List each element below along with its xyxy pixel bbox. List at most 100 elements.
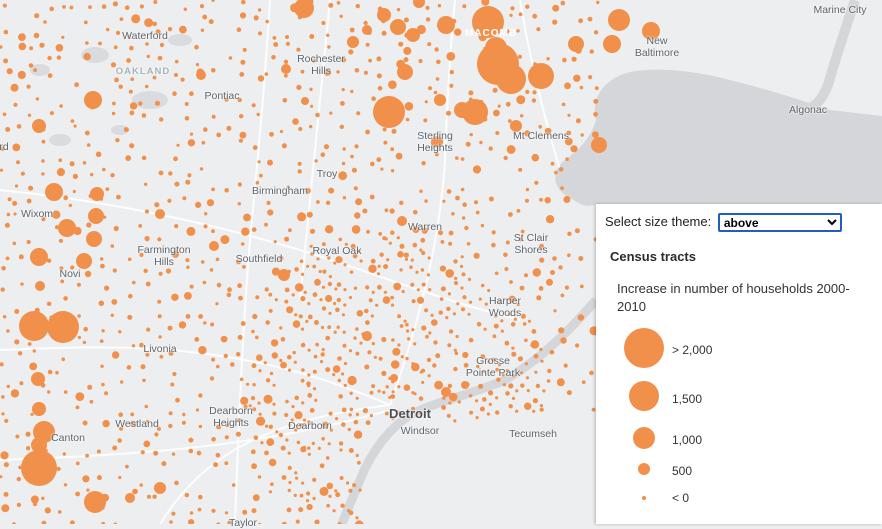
tract-symbol[interactable] (410, 282, 415, 287)
tract-symbol[interactable] (0, 287, 5, 292)
tract-symbol[interactable] (426, 357, 432, 363)
tract-symbol[interactable] (294, 471, 298, 475)
tract-symbol[interactable] (382, 236, 387, 241)
tract-symbol[interactable] (462, 4, 467, 9)
tract-symbol[interactable] (129, 143, 135, 149)
tract-symbol[interactable] (406, 329, 410, 333)
tract-symbol[interactable] (334, 287, 338, 291)
tract-symbol[interactable] (268, 490, 272, 494)
tract-symbol[interactable] (520, 114, 524, 118)
tract-symbol[interactable] (510, 6, 515, 11)
tract-symbol[interactable] (511, 351, 517, 357)
tract-symbol[interactable] (320, 352, 325, 357)
tract-symbol[interactable] (62, 5, 66, 9)
tract-symbol[interactable] (376, 73, 382, 79)
tract-symbol[interactable] (325, 456, 330, 460)
tract-symbol[interactable] (41, 520, 47, 524)
tract-symbol[interactable] (482, 369, 486, 374)
tract-symbol[interactable] (275, 430, 279, 434)
tract-symbol[interactable] (41, 139, 46, 144)
tract-symbol[interactable] (368, 298, 373, 303)
tract-symbol[interactable] (448, 329, 454, 334)
tract-symbol[interactable] (453, 366, 458, 372)
tract-symbol[interactable] (370, 314, 374, 318)
tract-symbol[interactable] (487, 288, 491, 293)
tract-symbol[interactable] (59, 266, 64, 271)
tract-symbol[interactable] (295, 519, 300, 524)
tract-symbol[interactable] (518, 236, 523, 242)
tract-symbol[interactable] (26, 198, 32, 204)
tract-symbol[interactable] (118, 412, 123, 418)
tract-symbol[interactable] (260, 441, 264, 445)
tract-symbol[interactable] (165, 268, 172, 274)
tract-symbol[interactable] (539, 243, 544, 249)
tract-symbol[interactable] (319, 298, 323, 302)
tract-symbol[interactable] (174, 480, 179, 486)
tract-symbol[interactable] (567, 113, 571, 117)
tract-symbol[interactable] (363, 20, 368, 26)
tract-symbol[interactable] (252, 494, 260, 502)
tract-symbol[interactable] (552, 4, 560, 12)
tract-symbol[interactable] (312, 387, 317, 391)
tract-symbol[interactable] (306, 211, 313, 218)
tract-symbol[interactable] (266, 200, 271, 205)
tract-symbol[interactable] (287, 451, 291, 455)
tract-symbol[interactable] (307, 348, 311, 352)
tract-symbol[interactable] (257, 401, 261, 405)
tract-symbol[interactable] (288, 228, 292, 233)
tract-symbol[interactable] (20, 171, 25, 176)
tract-symbol[interactable] (328, 275, 332, 279)
tract-symbol[interactable] (90, 187, 104, 201)
tract-symbol[interactable] (403, 17, 409, 23)
tract-symbol[interactable] (309, 228, 316, 234)
tract-symbol[interactable] (403, 57, 409, 63)
tract-symbol[interactable] (281, 521, 287, 524)
tract-symbol[interactable] (375, 303, 379, 307)
tract-symbol[interactable] (58, 510, 62, 514)
tract-symbol[interactable] (88, 208, 104, 224)
tract-symbol[interactable] (167, 26, 173, 32)
tract-symbol[interactable] (440, 286, 446, 292)
tract-symbol[interactable] (446, 52, 456, 61)
tract-symbol[interactable] (299, 259, 304, 264)
tract-symbol[interactable] (279, 129, 284, 134)
tract-symbol[interactable] (146, 494, 151, 499)
tract-symbol[interactable] (381, 336, 387, 343)
tract-symbol[interactable] (284, 299, 289, 304)
tract-symbol[interactable] (143, 440, 151, 448)
tract-symbol[interactable] (117, 438, 122, 443)
tract-symbol[interactable] (312, 264, 317, 269)
tract-symbol[interactable] (487, 360, 491, 364)
tract-symbol[interactable] (118, 475, 122, 480)
tract-symbol[interactable] (373, 96, 405, 128)
tract-symbol[interactable] (532, 398, 539, 404)
tract-symbol[interactable] (453, 259, 458, 264)
tract-symbol[interactable] (327, 325, 332, 330)
tract-symbol[interactable] (284, 73, 288, 78)
tract-symbol[interactable] (343, 288, 347, 292)
tract-symbol[interactable] (390, 19, 406, 35)
tract-symbol[interactable] (70, 119, 75, 123)
tract-symbol[interactable] (421, 368, 426, 373)
tract-symbol[interactable] (253, 15, 259, 21)
tract-symbol[interactable] (334, 489, 338, 493)
tract-symbol[interactable] (155, 100, 160, 106)
tract-symbol[interactable] (5, 256, 10, 261)
tract-symbol[interactable] (287, 465, 292, 470)
tract-symbol[interactable] (171, 293, 179, 301)
tract-symbol[interactable] (75, 491, 80, 497)
tract-symbol[interactable] (435, 77, 440, 81)
tract-symbol[interactable] (265, 378, 271, 383)
tract-symbol[interactable] (19, 311, 49, 341)
tract-symbol[interactable] (563, 363, 568, 368)
tract-symbol[interactable] (492, 87, 498, 93)
tract-symbol[interactable] (2, 3, 7, 8)
tract-symbol[interactable] (120, 380, 124, 384)
tract-symbol[interactable] (250, 396, 256, 401)
tract-symbol[interactable] (475, 399, 479, 403)
tract-symbol[interactable] (15, 434, 20, 439)
tract-symbol[interactable] (27, 342, 32, 346)
tract-symbol[interactable] (307, 302, 311, 306)
tract-symbol[interactable] (581, 380, 586, 384)
tract-symbol[interactable] (86, 231, 102, 247)
